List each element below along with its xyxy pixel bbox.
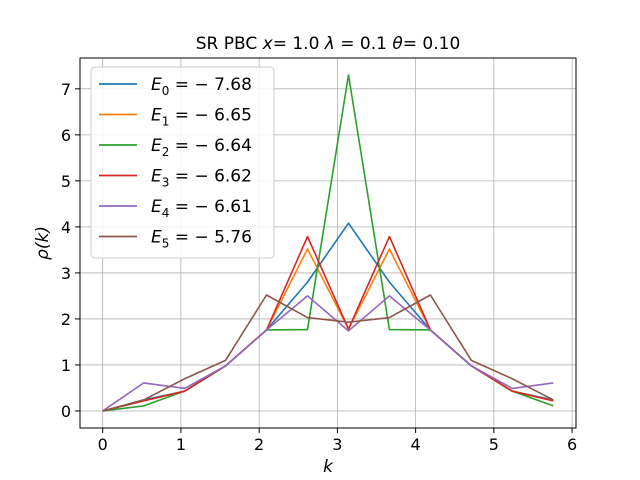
x-tick-label: 5 bbox=[489, 435, 499, 454]
series-line-5 bbox=[102, 294, 554, 412]
chart-title: SR PBC x= 1.0 λ = 0.1 θ= 0.10 bbox=[196, 34, 461, 54]
x-axis-label: k bbox=[323, 457, 334, 477]
y-tick-label: 3 bbox=[61, 264, 71, 283]
plot-frame bbox=[79, 57, 577, 429]
legend: E0 = − 7.68 E1 = − 6.65 E2 = − 6.64 E3 = − … bbox=[90, 66, 275, 259]
legend-label-3: E3 = − 6.62 bbox=[151, 167, 252, 190]
legend-label-5: E5 = − 5.76 bbox=[151, 228, 252, 251]
legend-label-0: E0 = − 7.68 bbox=[151, 75, 252, 98]
x-tick-label: 1 bbox=[176, 435, 186, 454]
series-line-4 bbox=[102, 295, 554, 412]
x-tick-label: 6 bbox=[567, 435, 577, 454]
y-tick-label: 5 bbox=[61, 172, 71, 191]
y-tick-label: 4 bbox=[61, 218, 71, 237]
x-tick-label: 0 bbox=[98, 435, 108, 454]
legend-label-4: E4 = − 6.61 bbox=[151, 197, 252, 220]
y-tick-label: 6 bbox=[61, 126, 71, 145]
legend-label-1: E1 = − 6.65 bbox=[151, 106, 252, 129]
y-tick-label: 1 bbox=[61, 356, 71, 375]
y-tick-label: 2 bbox=[61, 310, 71, 329]
series-lines bbox=[102, 74, 554, 412]
legend-label-2: E2 = − 6.64 bbox=[151, 136, 252, 159]
y-tick-label: 0 bbox=[61, 402, 71, 421]
y-tick-label: 7 bbox=[61, 80, 71, 99]
y-axis-label: ρ(k) bbox=[33, 226, 53, 260]
ticks: 0 1 2 3 4 5 6 0 1 2 3 4 5 6 7 bbox=[61, 80, 577, 454]
x-tick-label: 3 bbox=[332, 435, 342, 454]
x-tick-label: 4 bbox=[411, 435, 421, 454]
x-tick-label: 2 bbox=[254, 435, 264, 454]
